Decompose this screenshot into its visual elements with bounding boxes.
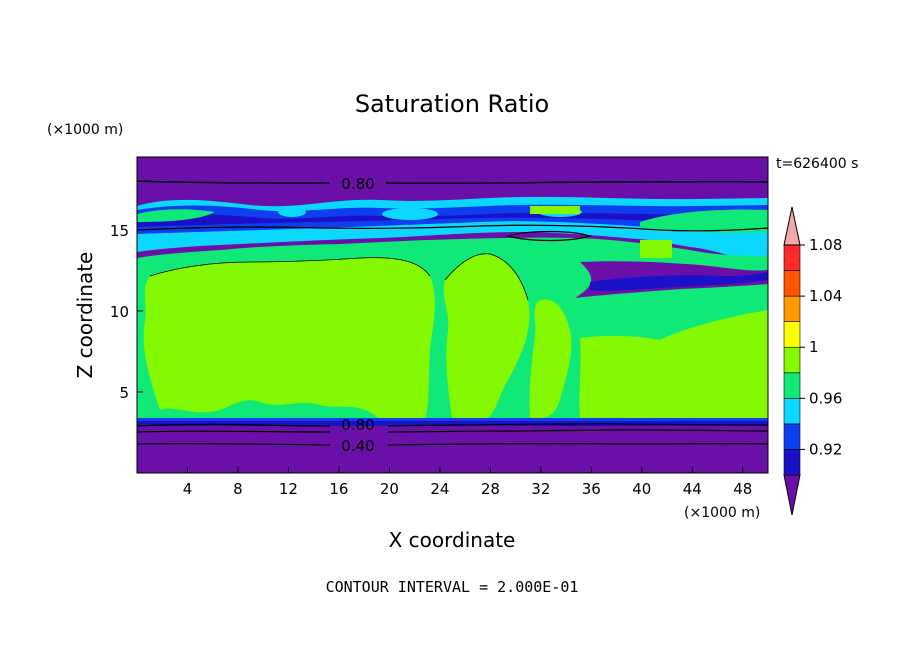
lime-region [529, 299, 572, 418]
blue-intrusion [590, 272, 768, 291]
low-dark-blue-band [137, 420, 768, 426]
green-patch [640, 209, 768, 233]
y-tick-label: 10 [110, 303, 129, 321]
dark-blue-band [137, 212, 768, 227]
x-tick-label: 12 [279, 480, 298, 498]
contour-interval-label: CONTOUR INTERVAL = 2.000E-01 [326, 578, 579, 596]
colorbar-swatch [783, 244, 801, 271]
x-tick-label: 44 [683, 480, 702, 498]
contour-line [137, 429, 768, 433]
x-tick-label: 48 [733, 480, 752, 498]
y-tick-label: 5 [119, 384, 129, 402]
lime-region [530, 206, 580, 214]
x-unit-label: (×1000 m) [684, 505, 760, 521]
lime-region [143, 257, 435, 420]
lime-region [640, 240, 672, 258]
colorbar-swatch [783, 295, 801, 322]
x-tick-label: 32 [531, 480, 550, 498]
x-tick-label: 4 [183, 480, 193, 498]
colorbar-swatch [783, 449, 801, 476]
colorbar-swatch [783, 321, 801, 348]
x-tick-label: 8 [233, 480, 243, 498]
colorbar-swatch [783, 372, 801, 399]
colorbar-label: 0.92 [809, 440, 842, 458]
colorbar-label: 1.04 [809, 287, 842, 305]
cyan-patch [382, 208, 438, 220]
contour-line [149, 253, 529, 301]
x-tick-label: 40 [632, 480, 651, 498]
y-axis-label: Z coordinate [73, 252, 97, 379]
colorbar-arrow-low [783, 474, 801, 516]
lime-region [579, 310, 768, 418]
lime-region [443, 253, 530, 418]
y-tick-label: 15 [110, 222, 129, 240]
chart-title: Saturation Ratio [355, 90, 549, 118]
x-tick-label: 36 [582, 480, 601, 498]
x-tick-label: 24 [430, 480, 449, 498]
plot-frame [136, 156, 769, 474]
x-axis: 4 8 12 16 20 24 28 32 36 40 44 48 [183, 467, 752, 498]
colorbar-label: 1 [809, 338, 819, 356]
low-blue-band [137, 418, 768, 421]
colorbar-swatch [783, 346, 801, 374]
contour-line [137, 224, 768, 232]
x-tick-label: 28 [481, 480, 500, 498]
contour-line [137, 442, 768, 446]
contour-field [137, 157, 768, 473]
contour-label: 0.80 [341, 175, 374, 193]
colorbar-label: 1.08 [809, 236, 842, 254]
colorbar-label: 0.96 [809, 389, 842, 407]
x-axis-label: X coordinate [389, 528, 516, 552]
colorbar-swatch [783, 270, 801, 297]
contour-label: 0.80 [341, 416, 374, 434]
colorbar-swatch [783, 423, 801, 450]
contour-line [137, 423, 768, 427]
colorbar-swatch [783, 398, 801, 425]
y-axis: 5 10 15 [110, 222, 143, 402]
time-label: t=626400 s [776, 156, 858, 172]
colorbar: 0.92 0.96 1 1.04 1.08 [783, 206, 842, 516]
contour-label: 0.40 [341, 437, 374, 455]
y-unit-label: (×1000 m) [47, 122, 123, 138]
x-tick-label: 20 [380, 480, 399, 498]
colorbar-arrow-high [783, 206, 801, 246]
contour-line [505, 230, 593, 242]
x-tick-label: 16 [329, 480, 348, 498]
green-patch [137, 209, 215, 222]
contour-line [137, 180, 768, 184]
cyan-patch [278, 207, 306, 217]
